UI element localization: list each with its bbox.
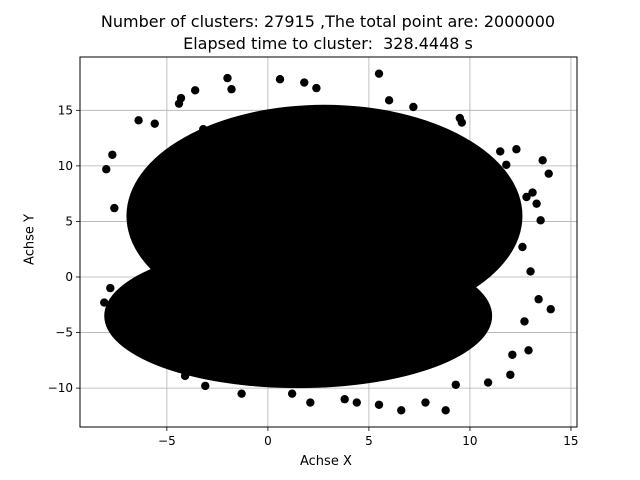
- scatter-point: [506, 370, 515, 379]
- x-axis-label: Achse X: [300, 454, 352, 469]
- point-cloud: [104, 104, 523, 389]
- scatter-point: [114, 330, 123, 339]
- y-tick-label: 10: [58, 159, 73, 173]
- scatter-point: [150, 119, 159, 128]
- scatter-point: [397, 406, 406, 415]
- scatter-point: [538, 156, 547, 165]
- scatter-point: [312, 83, 321, 93]
- scatter-point: [102, 165, 111, 174]
- scatter-point: [300, 78, 309, 87]
- scatter-point: [374, 69, 384, 78]
- scatter-point: [199, 125, 208, 134]
- chart-title-line-2: Elapsed time to cluster: 328.4448 s: [183, 34, 473, 53]
- scatter-point: [496, 147, 505, 156]
- scatter-point: [518, 242, 527, 252]
- y-tick-label: 15: [58, 103, 73, 117]
- scatter-point: [546, 305, 555, 314]
- y-axis-label: Achse Y: [22, 214, 38, 265]
- scatter-point: [146, 171, 155, 181]
- outlier-points: [100, 69, 555, 415]
- scatter-point: [100, 298, 109, 307]
- scatter-point: [275, 75, 285, 84]
- scatter-point: [140, 341, 149, 351]
- y-tick-label: 5: [65, 214, 73, 228]
- scatter-point: [352, 398, 361, 407]
- scatter-point: [544, 169, 553, 178]
- chart-title-line-1: Number of clusters: 27915 ,The total poi…: [100, 12, 556, 31]
- scatter-point: [483, 378, 493, 387]
- scatter-point: [142, 245, 151, 254]
- scatter-point: [223, 73, 232, 83]
- scatter-point: [522, 192, 531, 202]
- axis-ticks: −5 0 5 10 15 −10 −5 0 5 10 15: [48, 103, 579, 448]
- scatter-point: [502, 160, 511, 169]
- scatter-point: [471, 150, 481, 159]
- scatter-point: [534, 295, 543, 304]
- scatter-point: [287, 389, 297, 398]
- x-tick-label: −5: [158, 434, 176, 448]
- point-cloud-lower-blob: [104, 243, 493, 389]
- plot-frame: [79, 56, 578, 428]
- scatter-point: [524, 346, 533, 355]
- y-tick-label: −5: [55, 326, 73, 340]
- scatter-point: [457, 118, 467, 127]
- x-tick-label: 15: [563, 434, 578, 448]
- scatter-point: [340, 395, 349, 404]
- scatter-point: [526, 267, 535, 276]
- scatter-point: [106, 283, 115, 293]
- scatter-point: [512, 145, 521, 154]
- scatter-point: [532, 199, 541, 208]
- scatter-point: [108, 150, 117, 159]
- scatter-point: [508, 350, 517, 359]
- scatter-point: [384, 96, 394, 105]
- scatter-point: [180, 371, 190, 381]
- scatter-point: [536, 216, 545, 225]
- scatter-point: [150, 278, 159, 287]
- scatter-point: [441, 406, 450, 415]
- scatter-point: [132, 221, 141, 231]
- scatter-point: [237, 389, 246, 398]
- x-tick-label: 5: [365, 434, 373, 448]
- x-tick-label: 0: [264, 434, 272, 448]
- scatter-point: [176, 93, 186, 103]
- scatter-point: [409, 102, 418, 112]
- scatter-point: [134, 116, 143, 125]
- y-tick-label: 0: [65, 270, 73, 284]
- scatter-point: [520, 317, 529, 326]
- scatter-point: [451, 380, 460, 389]
- scatter-point: [421, 398, 430, 407]
- x-tick-label: 10: [462, 434, 477, 448]
- y-tick-label: −10: [48, 381, 73, 395]
- scatter-point: [528, 188, 537, 197]
- scatter-point: [201, 381, 210, 391]
- scatter-point: [374, 400, 384, 409]
- scatter-point: [156, 350, 166, 359]
- scatter-point: [306, 398, 315, 407]
- scatter-point: [227, 85, 236, 94]
- scatter-point: [190, 86, 200, 95]
- scatter-point: [110, 203, 119, 213]
